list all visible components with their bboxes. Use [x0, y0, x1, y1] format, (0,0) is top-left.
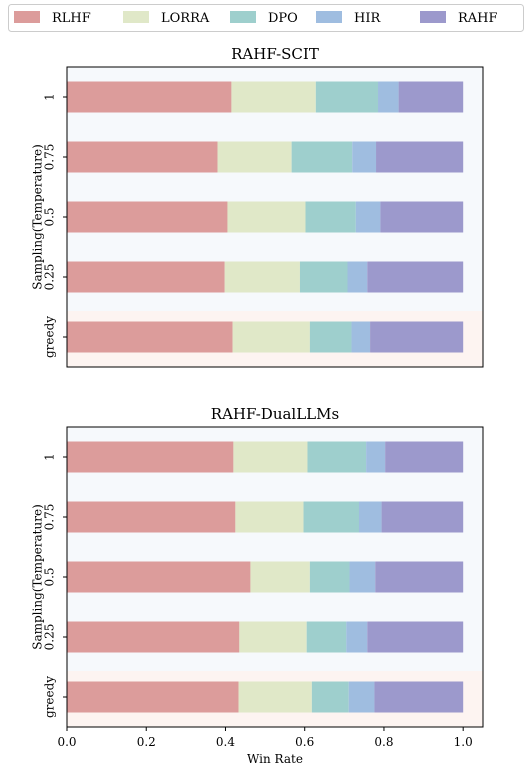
- x-tick-label-0-0: 0.0: [57, 735, 76, 749]
- y-tick-label-1: 1: [43, 453, 57, 461]
- legend-swatch-rlhf: [14, 11, 40, 23]
- bar-lorra-greedy: [232, 321, 310, 353]
- x-axis: 0.0 0.2 0.4 0.6 0.8 1.0 Win Rate: [57, 727, 473, 766]
- bar-lorra-0-5: [227, 201, 306, 233]
- legend-label-rlhf: RLHF: [52, 11, 91, 26]
- bar-dpo-0-25: [299, 261, 348, 293]
- panel-rahf-duallms: 1 0.75 0.5 0.25 greedy RAHF-DualLLMs Sampling(…: [31, 405, 484, 728]
- legend-label-dpo: DPO: [268, 11, 298, 26]
- x-tick-label-0-2: 0.2: [137, 735, 156, 749]
- bar-rahf-1: [385, 441, 464, 473]
- y-tick-label-0-5: 0.5: [43, 567, 57, 586]
- panel-rahf-scit: 1 0.75 0.5 0.25 greedy RAHF-SCIT Sampling(Temp…: [31, 45, 484, 368]
- bar-hir-0-5: [355, 201, 381, 233]
- x-tick-label-0-6: 0.6: [295, 735, 314, 749]
- bar-rlhf-0-25: [67, 261, 225, 293]
- bar-rlhf-1: [67, 81, 232, 113]
- bar-lorra-0-25: [239, 621, 307, 653]
- bar-hir-0-75: [358, 501, 382, 533]
- bar-dpo-greedy: [311, 681, 349, 713]
- x-axis-label: Win Rate: [247, 752, 303, 766]
- legend-entry-hir: HIR: [316, 11, 381, 26]
- legend-entry-lorra: LORRA: [123, 11, 210, 26]
- y-tick-label-0-25: 0.25: [43, 264, 57, 291]
- legend-swatch-dpo: [230, 11, 256, 23]
- bar-lorra-0-5: [250, 561, 310, 593]
- bar-rahf-0-25: [367, 621, 464, 653]
- y-tick-label-greedy: greedy: [43, 316, 57, 358]
- y-tick-label-0-25: 0.25: [43, 624, 57, 651]
- bar-hir-0-75: [352, 141, 377, 173]
- bar-hir-greedy: [348, 681, 375, 713]
- bar-rlhf-0-5: [67, 561, 251, 593]
- y-axis-label: Sampling(Temperature): [31, 504, 45, 650]
- bar-hir-1: [366, 441, 386, 473]
- legend: RLHF LORRA DPO HIR RAHF: [8, 4, 524, 32]
- bar-hir-0-5: [349, 561, 376, 593]
- bar-dpo-1: [307, 441, 367, 473]
- bar-rlhf-greedy: [67, 681, 239, 713]
- bar-dpo-0-5: [309, 561, 350, 593]
- legend-swatch-rahf: [420, 11, 446, 23]
- bar-lorra-greedy: [238, 681, 312, 713]
- bar-hir-greedy: [351, 321, 371, 353]
- bar-lorra-0-25: [224, 261, 300, 293]
- bar-rahf-0-75: [376, 141, 464, 173]
- y-axis-label: Sampling(Temperature): [31, 144, 45, 290]
- legend-label-hir: HIR: [354, 11, 381, 26]
- y-tick-label-greedy: greedy: [43, 676, 57, 718]
- x-tick-label-0-8: 0.8: [374, 735, 393, 749]
- panel-title: RAHF-SCIT: [231, 45, 319, 63]
- legend-label-rahf: RAHF: [458, 11, 498, 26]
- y-tick-label-0-5: 0.5: [43, 207, 57, 226]
- bar-hir-0-25: [347, 261, 368, 293]
- bar-lorra-0-75: [235, 501, 304, 533]
- bar-rlhf-0-5: [67, 201, 228, 233]
- legend-entry-rlhf: RLHF: [14, 11, 91, 26]
- plot-frame: [66, 426, 484, 728]
- bar-dpo-0-5: [305, 201, 356, 233]
- bar-rahf-0-75: [381, 501, 464, 533]
- legend-swatch-hir: [316, 11, 342, 23]
- bar-hir-1: [378, 81, 399, 113]
- legend-label-lorra: LORRA: [161, 11, 210, 26]
- bar-rlhf-0-75: [67, 501, 236, 533]
- bar-rlhf-greedy: [67, 321, 233, 353]
- bar-rahf-0-25: [367, 261, 464, 293]
- legend-entry-dpo: DPO: [230, 11, 298, 26]
- bar-rahf-greedy: [374, 681, 464, 713]
- x-tick-label-1-0: 1.0: [454, 735, 473, 749]
- bar-hir-0-25: [346, 621, 368, 653]
- plot-frame: [66, 66, 484, 368]
- y-tick-label-0-75: 0.75: [43, 504, 57, 531]
- y-tick-label-1: 1: [43, 93, 57, 101]
- bar-rahf-1: [398, 81, 464, 113]
- bar-rlhf-0-75: [67, 141, 218, 173]
- x-tick-label-0-4: 0.4: [216, 735, 235, 749]
- bar-lorra-1: [231, 81, 316, 113]
- y-tick-label-0-75: 0.75: [43, 144, 57, 171]
- legend-entry-rahf: RAHF: [420, 11, 498, 26]
- panel-title: RAHF-DualLLMs: [211, 405, 339, 423]
- bar-rlhf-1: [67, 441, 234, 473]
- bar-dpo-0-75: [291, 141, 353, 173]
- bar-dpo-0-75: [303, 501, 359, 533]
- bar-lorra-1: [233, 441, 308, 473]
- bar-rahf-greedy: [370, 321, 464, 353]
- bar-dpo-1: [315, 81, 379, 113]
- bar-rlhf-0-25: [67, 621, 240, 653]
- bar-rahf-0-5: [380, 201, 464, 233]
- bar-rahf-0-5: [375, 561, 464, 593]
- bar-dpo-greedy: [309, 321, 352, 353]
- bar-lorra-0-75: [217, 141, 292, 173]
- legend-swatch-lorra: [123, 11, 149, 23]
- bar-dpo-0-25: [306, 621, 347, 653]
